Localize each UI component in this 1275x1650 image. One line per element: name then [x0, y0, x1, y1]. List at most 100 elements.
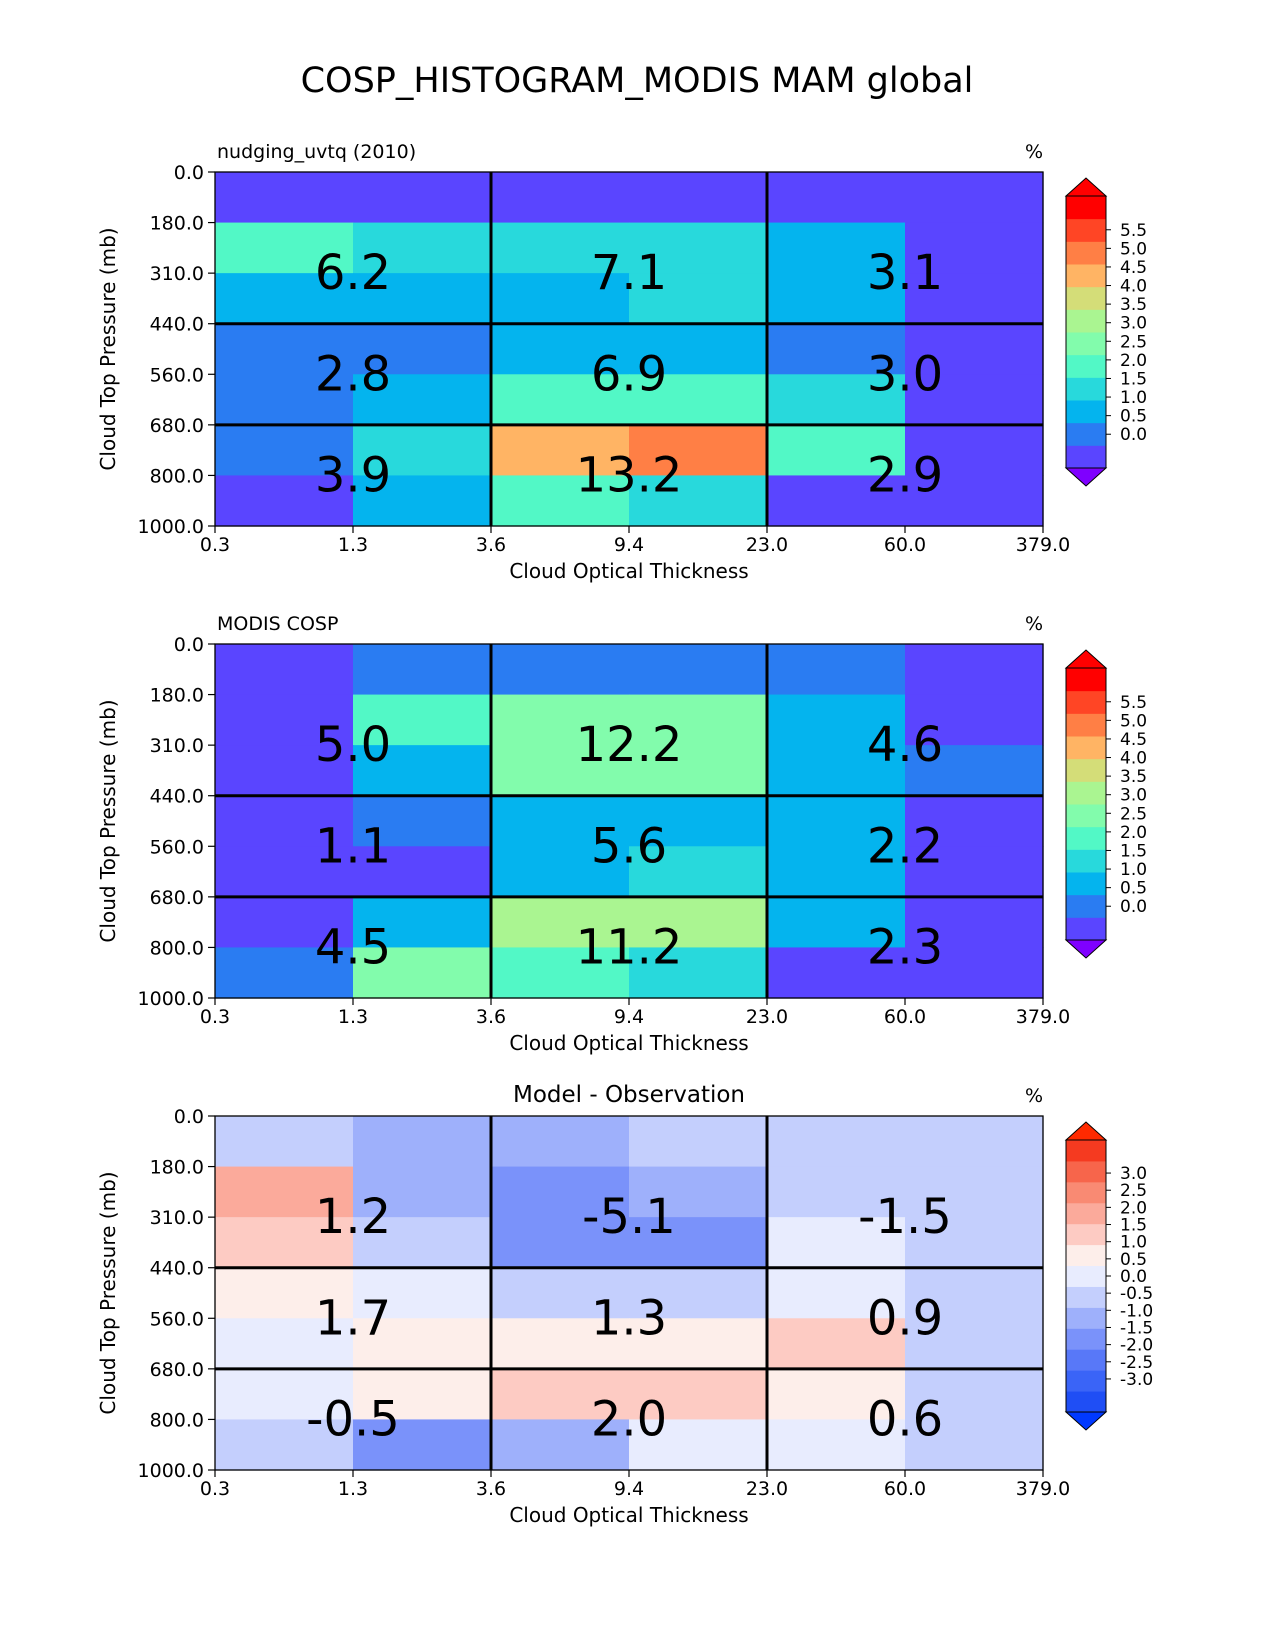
heatmap-cell	[767, 475, 906, 527]
y-tick-label: 560.0	[150, 836, 204, 858]
x-tick-label: 0.3	[200, 1478, 230, 1500]
heatmap-cell	[215, 1166, 354, 1218]
colorbar-segment	[1066, 264, 1106, 288]
heatmap-cell	[215, 1368, 354, 1421]
colorbar-tick-label: 4.5	[1120, 730, 1147, 750]
colorbar-segment	[1066, 826, 1106, 850]
heatmap-cell	[905, 273, 1044, 325]
heatmap-cell	[215, 1116, 354, 1168]
heatmap-cell	[491, 1267, 630, 1319]
heatmap-cell	[905, 1318, 1044, 1370]
x-tick-label: 9.4	[614, 534, 644, 556]
y-tick-label: 560.0	[150, 1308, 204, 1330]
colorbar-tick-label: 3.0	[1120, 786, 1147, 806]
colorbar-tick-label: 3.0	[1120, 1164, 1147, 1184]
x-tick-label: 0.3	[200, 1006, 230, 1028]
heatmap-cell	[353, 1419, 492, 1471]
heatmap-cell	[215, 1419, 354, 1471]
heatmap-cell	[905, 795, 1044, 847]
heatmap-cell	[629, 374, 768, 426]
colorbar-tick-label: 3.0	[1120, 314, 1147, 334]
heatmap-cell	[905, 644, 1044, 696]
heatmap-cell	[353, 374, 492, 426]
colorbar-under-extension	[1064, 939, 1108, 959]
box-sum-label: 2.8	[315, 346, 391, 402]
x-tick-label: 60.0	[884, 1006, 926, 1028]
heatmap-cell	[491, 846, 630, 898]
heatmap-cell	[215, 222, 354, 274]
colorbar-tick-label: -1.0	[1120, 1301, 1153, 1321]
colorbar-segment	[1066, 400, 1106, 424]
colorbar-segment	[1066, 377, 1106, 401]
y-tick-label: 180.0	[150, 685, 204, 707]
colorbar-tick-label: 3.5	[1120, 295, 1147, 315]
heatmap-cell	[767, 1368, 906, 1421]
heatmap-cell	[767, 172, 906, 224]
colorbar-over-extension	[1064, 177, 1108, 197]
y-axis-label: Cloud Top Pressure (mb)	[96, 699, 120, 942]
y-tick-label: 800.0	[150, 465, 204, 487]
y-tick-label: 800.0	[150, 937, 204, 959]
heatmap-cell	[905, 475, 1044, 527]
colorbar-tick-label: 2.5	[1120, 332, 1147, 352]
panel-difference: 1.2 -5.1 -1.5 1.7 1.3 0.9 -0.5 2.0 0.6 0.3 1.3 3.6 9…	[96, 1082, 1153, 1527]
colorbar-segment	[1066, 1328, 1106, 1350]
heatmap-cell	[905, 222, 1044, 274]
heatmap-cell	[905, 896, 1044, 949]
colorbar-over-extension	[1064, 649, 1108, 669]
heatmap-cell	[629, 1318, 768, 1370]
colorbar-segment	[1066, 445, 1106, 469]
panel-title-left: nudging_uvtq (2010)	[217, 141, 416, 163]
y-tick-label: 310.0	[150, 735, 204, 757]
heatmap-cell	[491, 475, 630, 527]
heatmap-cell	[353, 947, 492, 999]
heatmap-cell	[215, 795, 354, 847]
heatmap-cell	[767, 745, 906, 797]
colorbar-segment	[1066, 354, 1106, 378]
x-tick-label: 3.6	[476, 1006, 506, 1028]
box-sum-label: 5.0	[315, 717, 391, 773]
heatmap-cell	[491, 172, 630, 224]
y-tick-label: 560.0	[150, 364, 204, 386]
colorbar-segment	[1066, 894, 1106, 918]
heatmap-cell	[767, 273, 906, 325]
heatmap-cell	[353, 694, 492, 746]
heatmap-cell	[767, 846, 906, 898]
panel-title-left: MODIS COSP	[217, 613, 338, 635]
box-sum-label: 1.3	[591, 1290, 667, 1346]
heatmap-cell	[905, 424, 1044, 477]
heatmap-cell	[767, 1419, 906, 1471]
y-tick-label: 680.0	[150, 1359, 204, 1381]
heatmap-cell	[491, 947, 630, 999]
heatmap-cell	[905, 947, 1044, 999]
colorbar-tick-label: 0.0	[1120, 897, 1147, 917]
heatmap-cell	[491, 1116, 630, 1168]
box-sum-label: 1.2	[315, 1189, 391, 1245]
heatmap-cell	[629, 1368, 768, 1421]
colorbar-segment	[1066, 668, 1106, 692]
colorbar-segment	[1066, 1202, 1106, 1225]
units-label: %	[1025, 1085, 1043, 1107]
y-tick-label: 0.0	[174, 162, 204, 184]
box-sum-label: 4.6	[867, 717, 943, 773]
colorbar-tick-label: -1.5	[1120, 1318, 1153, 1338]
heatmap-cell	[629, 273, 768, 325]
x-tick-label: 23.0	[746, 1006, 788, 1028]
box-sum-label: 1.7	[315, 1290, 391, 1346]
y-tick-label: 440.0	[150, 786, 204, 808]
colorbar-segment	[1066, 690, 1106, 714]
panel-modis: 5.0 12.2 4.6 1.1 5.6 2.2 4.5 11.2 2.3 0.3 1.3 3.6 9.…	[96, 613, 1147, 1055]
heatmap-cell	[353, 222, 492, 274]
colorbar-segment	[1066, 917, 1106, 941]
heatmap-cell	[905, 694, 1044, 746]
heatmap-cell	[905, 1217, 1044, 1269]
heatmap-cell	[767, 694, 906, 746]
colorbar-tick-label: 2.5	[1120, 804, 1147, 824]
colorbar-tick-label: 4.0	[1120, 749, 1147, 769]
heatmap-cell	[767, 374, 906, 426]
x-tick-label: 60.0	[884, 534, 926, 556]
x-tick-label: 3.6	[476, 1478, 506, 1500]
colorbar-under-extension	[1064, 467, 1108, 487]
heatmap-cell	[491, 424, 630, 477]
colorbar-segment	[1066, 241, 1106, 265]
